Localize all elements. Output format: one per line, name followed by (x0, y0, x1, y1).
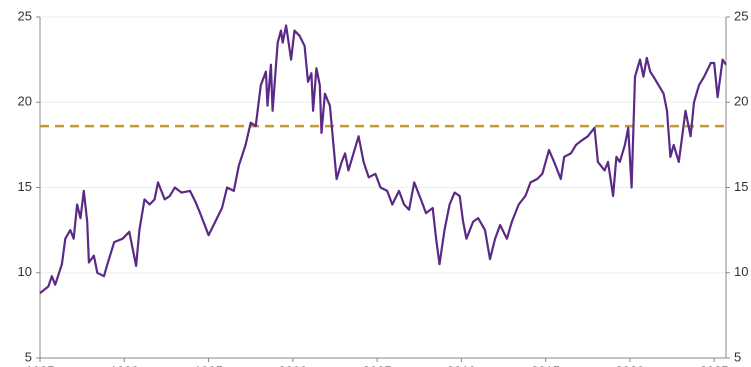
x-tick-label: 1985 (26, 363, 55, 367)
x-tick-label: 2000 (278, 363, 307, 367)
x-tick-label: 2005 (363, 363, 392, 367)
y-tick-label: 20 (18, 94, 32, 109)
x-tick-label: 2015 (531, 363, 560, 367)
y-tick-label: 10 (18, 264, 32, 279)
y-tick-label: 5 (25, 349, 32, 364)
y2-tick-label: 10 (734, 264, 748, 279)
x-tick-label: 1990 (110, 363, 139, 367)
x-tick-label: 2020 (615, 363, 644, 367)
y-tick-label: 25 (18, 8, 32, 23)
line-series (39, 24, 727, 295)
x-tick-label: 2010 (447, 363, 476, 367)
y2-tick-label: 15 (734, 179, 748, 194)
y2-tick-label: 20 (734, 94, 748, 109)
y2-tick-label: 5 (734, 349, 741, 364)
x-tick-label: 1995 (194, 363, 223, 367)
y-tick-label: 15 (18, 179, 32, 194)
y2-tick-label: 25 (734, 8, 748, 23)
